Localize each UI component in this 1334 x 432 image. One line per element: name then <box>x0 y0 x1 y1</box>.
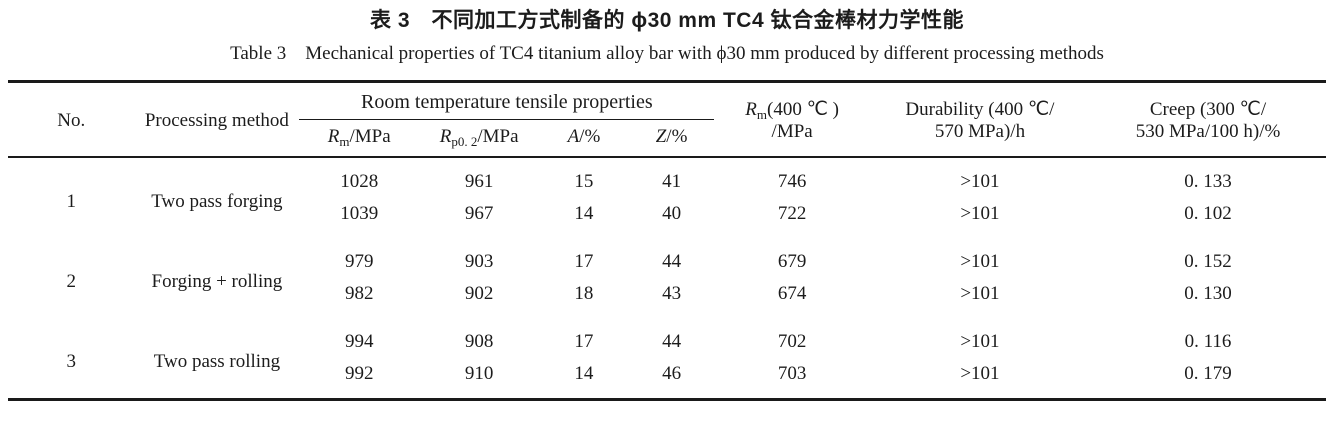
cell-creep: 0. 116 <box>1184 331 1232 352</box>
cell-rm: 994 <box>344 331 374 352</box>
cell-a: 15 <box>574 171 594 192</box>
cell-durability: >101 <box>960 171 1000 192</box>
cell-rm400: 703 <box>777 363 807 384</box>
cell-durability: >101 <box>960 283 1000 304</box>
cell-creep: 0. 133 <box>1184 171 1232 192</box>
cell-creep: 0. 102 <box>1184 203 1232 224</box>
table-title-zh: 表 3 不同加工方式制备的 ϕ30 mm TC4 钛合金棒材力学性能 <box>370 9 964 32</box>
col-group-room-temp-tensile: Room temperature tensile properties <box>299 81 715 120</box>
creep-line1: Creep (300 ℃/ <box>1149 98 1267 120</box>
creep-line2: 530 MPa/100 h)/% <box>1135 120 1281 142</box>
cell-a: 14 <box>574 203 594 224</box>
cell-no: 1 <box>66 191 77 212</box>
cell-creep: 0. 152 <box>1184 251 1232 272</box>
cell-z: 46 <box>662 363 682 384</box>
cell-a: 17 <box>574 251 594 272</box>
table-row: 982 902 18 43 674 >101 0. 130 <box>8 278 1326 318</box>
col-header-rm: Rm/MPa <box>299 119 420 158</box>
cell-rm: 1039 <box>340 203 379 224</box>
cell-rm: 979 <box>344 251 374 272</box>
cell-rm400: 722 <box>777 203 807 224</box>
rm400-line2: /MPa <box>771 120 813 142</box>
cell-rm: 992 <box>344 363 374 384</box>
cell-method: Two pass forging <box>151 191 283 212</box>
cell-z: 44 <box>662 251 682 272</box>
cell-durability: >101 <box>960 203 1000 224</box>
table-title-en: Table 3 Mechanical properties of TC4 tit… <box>230 43 1104 64</box>
col-header-durability: Durability (400 ℃/ 570 MPa)/h <box>869 81 1090 158</box>
cell-a: 18 <box>574 283 594 304</box>
cell-creep: 0. 130 <box>1184 283 1232 304</box>
table-row: 2 Forging + rolling 979 903 17 44 679 >1… <box>8 238 1326 292</box>
cell-a: 17 <box>574 331 594 352</box>
cell-rm400: 746 <box>777 171 807 192</box>
col-header-rm-400: Rm(400 ℃ ) /MPa <box>714 81 870 158</box>
rm400-line1: Rm(400 ℃ ) <box>745 98 840 122</box>
cell-rm400: 679 <box>777 251 807 272</box>
cell-rm400: 674 <box>777 283 807 304</box>
cell-no: 3 <box>66 351 77 372</box>
cell-a: 14 <box>574 363 594 384</box>
cell-rp02: 910 <box>464 363 494 384</box>
col-header-creep: Creep (300 ℃/ 530 MPa/100 h)/% <box>1090 81 1326 158</box>
cell-rp02: 903 <box>464 251 494 272</box>
durability-line1: Durability (400 ℃/ <box>905 98 1055 120</box>
col-header-z: Z/% <box>628 119 715 158</box>
cell-no: 2 <box>66 271 77 292</box>
cell-creep: 0. 179 <box>1184 363 1232 384</box>
cell-rm: 1028 <box>340 171 379 192</box>
table-row: 3 Two pass rolling 994 908 17 44 702 >10… <box>8 318 1326 372</box>
cell-method: Two pass rolling <box>153 351 281 372</box>
table-row: 1039 967 14 40 722 >101 0. 102 <box>8 198 1326 238</box>
cell-rp02: 902 <box>464 283 494 304</box>
cell-durability: >101 <box>960 251 1000 272</box>
cell-rm400: 702 <box>777 331 807 352</box>
cell-durability: >101 <box>960 363 1000 384</box>
cell-method: Forging + rolling <box>151 271 283 292</box>
table-row: 992 910 14 46 703 >101 0. 179 <box>8 358 1326 400</box>
col-header-a: A/% <box>539 119 629 158</box>
cell-z: 41 <box>662 171 682 192</box>
cell-z: 44 <box>662 331 682 352</box>
table-row: 1 Two pass forging 1028 961 15 41 746 >1… <box>8 157 1326 212</box>
cell-rp02: 967 <box>464 203 494 224</box>
col-header-no: No. <box>8 81 135 158</box>
cell-rp02: 961 <box>464 171 494 192</box>
col-header-rp02: Rp0. 2/MPa <box>419 119 540 158</box>
cell-rm: 982 <box>344 283 374 304</box>
cell-rp02: 908 <box>464 331 494 352</box>
mechanical-properties-table: No. Processing method Room temperature t… <box>8 80 1326 401</box>
cell-z: 43 <box>662 283 682 304</box>
cell-z: 40 <box>662 203 682 224</box>
cell-durability: >101 <box>960 331 1000 352</box>
durability-line2: 570 MPa)/h <box>934 120 1026 142</box>
col-header-processing-method: Processing method <box>134 81 300 158</box>
